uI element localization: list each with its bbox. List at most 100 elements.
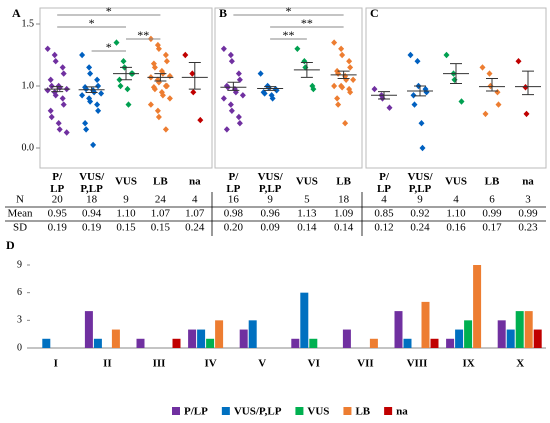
bar [430, 338, 439, 348]
data-point [162, 51, 169, 59]
data-point [159, 92, 166, 99]
bar [342, 329, 351, 348]
data-point [113, 39, 120, 46]
n-value: 9 [267, 194, 273, 206]
data-point [269, 95, 276, 102]
legend-swatch [384, 407, 393, 415]
y-tick-label: 1.0 [22, 80, 35, 91]
legend-label: P/LP [184, 406, 208, 418]
data-point [48, 113, 55, 121]
data-point [411, 101, 418, 108]
bar [506, 329, 515, 348]
bar [291, 338, 300, 348]
data-point [59, 64, 66, 71]
bar [111, 329, 120, 348]
sd-value: 0.24 [185, 222, 205, 234]
x-tick-label: LB [336, 176, 351, 188]
bar [524, 311, 533, 348]
x-tick-label: VUS/P,LP [407, 171, 433, 195]
bar [533, 329, 542, 348]
x-tick-label: X [516, 358, 524, 370]
mean-value: 0.98 [224, 208, 244, 220]
data-point [44, 45, 51, 52]
data-point [228, 107, 235, 114]
stat-label: Mean [7, 208, 33, 220]
bar [446, 338, 455, 348]
bracket-label: * [286, 4, 292, 18]
mean-value: 0.99 [482, 208, 502, 220]
error-bar [227, 81, 240, 91]
bar [515, 311, 524, 348]
data-point [220, 95, 227, 102]
data-point [257, 70, 264, 77]
data-point [82, 120, 89, 127]
n-value: 18 [338, 194, 350, 206]
bar [206, 338, 215, 348]
data-point [197, 116, 204, 124]
n-value: 9 [417, 194, 423, 206]
stat-label: SD [13, 222, 27, 234]
data-point [443, 51, 450, 59]
error-bar [378, 91, 390, 100]
x-tick-label: P/LP [226, 171, 240, 195]
y-tick-label: 1.5 [22, 18, 35, 29]
data-point [310, 85, 317, 93]
data-point [59, 95, 66, 102]
legend-label: VUS [307, 406, 329, 418]
data-point [47, 107, 54, 114]
bar [300, 292, 309, 348]
panel-frame [39, 7, 213, 169]
data-point [515, 58, 522, 65]
sd-value: 0.14 [334, 222, 354, 234]
data-point [79, 92, 86, 99]
y-tick-label: 3 [17, 315, 22, 326]
mean-value: 0.92 [410, 208, 429, 220]
sd-value: 0.12 [374, 222, 393, 234]
data-point [522, 84, 529, 91]
sd-value: 0.15 [151, 222, 171, 234]
mean-value: 1.10 [116, 208, 136, 220]
data-point [151, 85, 158, 93]
bar [394, 311, 403, 348]
bar [172, 338, 181, 348]
n-value: 9 [123, 194, 129, 206]
error-bar [450, 63, 462, 85]
error-bar [120, 66, 132, 81]
data-point [347, 89, 354, 96]
sd-value: 0.19 [48, 222, 68, 234]
n-value: 5 [304, 194, 310, 206]
n-value: 16 [228, 194, 240, 206]
x-tick-label: VUS [296, 176, 318, 188]
data-point [331, 39, 338, 46]
data-point [155, 45, 162, 52]
data-point [87, 98, 94, 105]
data-point [52, 58, 59, 65]
y-tick-label: 0.0 [22, 142, 35, 153]
data-point [87, 70, 94, 77]
bar [309, 338, 318, 348]
x-tick-label: LB [485, 176, 500, 188]
data-point [407, 51, 414, 59]
data-point [83, 126, 90, 133]
data-point [190, 89, 197, 96]
data-point [422, 85, 429, 93]
data-point [414, 58, 421, 65]
data-point [60, 70, 67, 77]
data-point [98, 90, 105, 97]
bar [84, 311, 93, 348]
n-value: 4 [453, 194, 459, 206]
n-value: 4 [381, 194, 387, 206]
data-point [79, 51, 86, 59]
x-tick-label: VUS [445, 176, 467, 188]
data-point [451, 76, 458, 83]
data-point [342, 120, 349, 127]
mean-value: 1.07 [151, 208, 171, 220]
x-tick-label: P/LP [377, 171, 391, 195]
data-point [294, 45, 301, 52]
data-point [220, 45, 227, 52]
data-point [158, 89, 165, 96]
bar [497, 320, 506, 348]
error-bar [188, 61, 201, 90]
x-tick-label: na [522, 176, 534, 188]
data-point [154, 107, 161, 114]
